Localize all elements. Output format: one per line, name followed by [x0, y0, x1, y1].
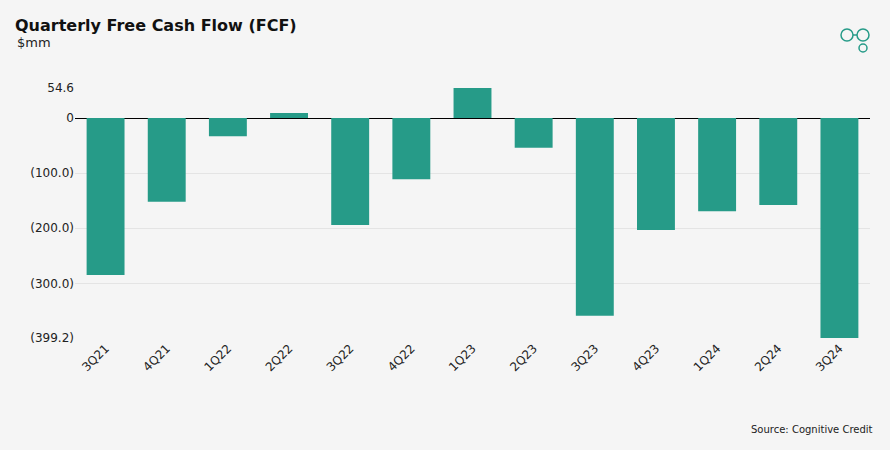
svg-text:3Q24: 3Q24 — [813, 341, 846, 374]
svg-text:(300.0): (300.0) — [30, 277, 74, 291]
svg-text:1Q23: 1Q23 — [446, 341, 479, 374]
svg-text:(100.0): (100.0) — [30, 166, 74, 180]
svg-text:0: 0 — [66, 111, 74, 125]
svg-text:4Q22: 4Q22 — [385, 341, 418, 374]
svg-text:$mm: $mm — [17, 35, 51, 50]
svg-text:1Q24: 1Q24 — [691, 341, 724, 374]
svg-text:Quarterly Free Cash Flow (FCF): Quarterly Free Cash Flow (FCF) — [15, 16, 297, 35]
svg-text:(399.2): (399.2) — [30, 331, 74, 345]
svg-text:3Q23: 3Q23 — [568, 341, 601, 374]
svg-text:4Q23: 4Q23 — [630, 341, 663, 374]
svg-text:2Q24: 2Q24 — [752, 341, 785, 374]
svg-text:2Q23: 2Q23 — [507, 341, 540, 374]
svg-text:3Q22: 3Q22 — [324, 341, 357, 374]
svg-text:1Q22: 1Q22 — [201, 341, 234, 374]
svg-text:4Q21: 4Q21 — [140, 341, 173, 374]
svg-text:2Q22: 2Q22 — [263, 341, 296, 374]
svg-text:3Q21: 3Q21 — [79, 341, 112, 374]
svg-text:Source: Cognitive Credit: Source: Cognitive Credit — [751, 424, 873, 435]
svg-text:54.6: 54.6 — [47, 81, 74, 95]
svg-text:(200.0): (200.0) — [30, 221, 74, 235]
